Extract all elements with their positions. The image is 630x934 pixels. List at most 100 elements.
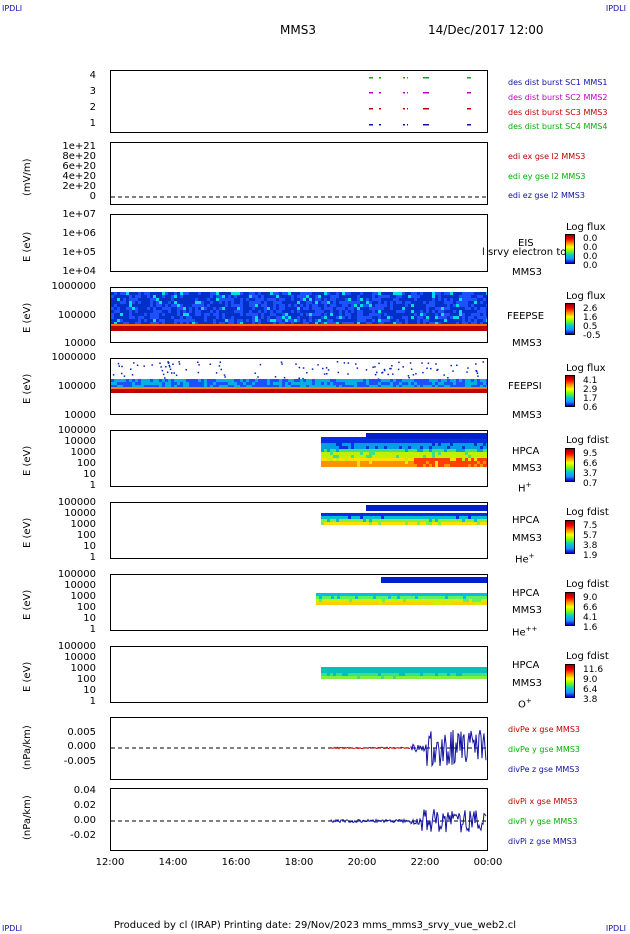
spectrogram-cell [291, 301, 294, 304]
spectrogram-cell [462, 382, 465, 385]
legend-entry-divpi-y: divPi y gse MMS3 [508, 817, 578, 826]
spectrogram-cell [351, 464, 354, 467]
spectrogram-cell [411, 449, 414, 452]
spectrogram-cell [441, 676, 444, 679]
spectrogram-cell [321, 513, 324, 516]
spectrogram-cell [123, 313, 126, 316]
spectrogram-cell [204, 316, 207, 319]
spectrogram-cell [468, 461, 471, 464]
spectrogram-cell [147, 319, 150, 322]
panel-eis [110, 214, 488, 272]
spectrogram-cell [197, 371, 200, 374]
spectrogram-cell [120, 319, 123, 322]
spectrogram-cell [201, 301, 204, 304]
spectrogram-cell [459, 519, 462, 522]
spectrogram-cell [423, 519, 426, 522]
spectrogram-cell [412, 374, 415, 376]
spectrogram-cell [120, 295, 123, 298]
spectrogram-cell [405, 313, 408, 316]
spectrogram-cell [375, 304, 378, 307]
spectrogram-cell [336, 676, 339, 679]
spectrogram-cell [366, 433, 369, 439]
ytick: 10000 [64, 580, 96, 591]
spectrogram-cell [324, 513, 327, 516]
spectrogram-cell [463, 596, 466, 599]
spectrogram-cell [126, 313, 129, 316]
spectrogram-cell [339, 452, 342, 455]
spectrogram-cell [369, 516, 372, 519]
spectrogram-cell [336, 673, 339, 676]
spectrogram-cell [465, 322, 468, 325]
spectrogram-cell [435, 443, 438, 446]
spectrogram-cell [334, 599, 337, 602]
spectrogram-cell [462, 673, 465, 676]
spectrogram-cell [441, 443, 444, 446]
spectrogram-cell [327, 522, 330, 525]
spectrogram-cell [418, 602, 421, 605]
spectrogram-cell [357, 298, 360, 301]
spectrogram-cell [450, 295, 453, 298]
spectrogram-cell [363, 292, 366, 295]
spectrogram-cell [225, 322, 228, 325]
spectrogram-cell [225, 313, 228, 316]
spectrogram-cell [327, 673, 330, 676]
spectrogram-cell [396, 385, 399, 388]
ytick: 100000 [57, 569, 96, 580]
spectrogram-cell [285, 379, 288, 382]
spectrogram-cell [432, 433, 435, 439]
spectrogram-cell [439, 593, 442, 596]
spectrogram-cell [132, 307, 135, 310]
spectrogram-cell [486, 577, 487, 583]
spectrogram-cell [345, 310, 348, 313]
spectrogram-cell [471, 440, 474, 443]
spectrogram-cell [324, 382, 327, 385]
spectrogram-cell [396, 433, 399, 439]
spectrogram-cell [342, 440, 345, 443]
spectrogram-cell [144, 379, 147, 382]
spectrogram-cell [399, 379, 402, 382]
spectrogram-cell [462, 452, 465, 455]
spectrogram-cell [399, 455, 402, 458]
spectrogram-cell [417, 455, 420, 458]
spectrogram-cell [477, 676, 480, 679]
spectrogram-cell [454, 593, 457, 596]
spectrogram-cell [444, 516, 447, 519]
spectrogram-cell [279, 304, 282, 307]
ylabel-hpca-h: E (eV) [22, 445, 33, 476]
spectrogram-cell [261, 310, 264, 313]
ylabel-feepse: E (eV) [22, 302, 33, 333]
spectrogram-cell [420, 676, 423, 679]
spectrogram-cell [339, 310, 342, 313]
spectrogram-cell [201, 313, 204, 316]
spectrogram-cell [366, 667, 369, 670]
spectrogram-cell [363, 461, 366, 464]
spectrogram-cell [288, 313, 291, 316]
spectrogram-cell [467, 108, 471, 110]
spectrogram-cell [306, 301, 309, 304]
spectrogram-cell [273, 292, 276, 295]
spectrogram-cell [435, 385, 438, 388]
spectrogram-cell [399, 322, 402, 325]
spectrogram-cell [333, 519, 336, 522]
spectrogram-cell [364, 596, 367, 599]
spectrogram-cell [210, 313, 213, 316]
spectrogram-cell [347, 362, 350, 364]
spectrogram-cell [111, 295, 114, 298]
spectrogram-cell [342, 301, 345, 304]
spectrogram-cell [432, 292, 435, 295]
spectrogram-cell [156, 292, 159, 295]
spectrogram-cell [456, 513, 459, 516]
spectrogram-cell [459, 385, 462, 388]
spectrogram-cell [315, 385, 318, 388]
spectrogram-cell [225, 307, 228, 310]
spectrogram-cell [426, 443, 429, 446]
spectrogram-cell [462, 310, 465, 313]
spectrogram-cell [441, 295, 444, 298]
spectrogram-cell [288, 310, 291, 313]
spectrogram-cell [453, 452, 456, 455]
spectrogram-cell [411, 446, 414, 449]
spectrogram-cell [129, 322, 132, 325]
spectrogram-cell [303, 304, 306, 307]
spectrogram-cell [144, 307, 147, 310]
spectrogram-cell [456, 364, 458, 367]
